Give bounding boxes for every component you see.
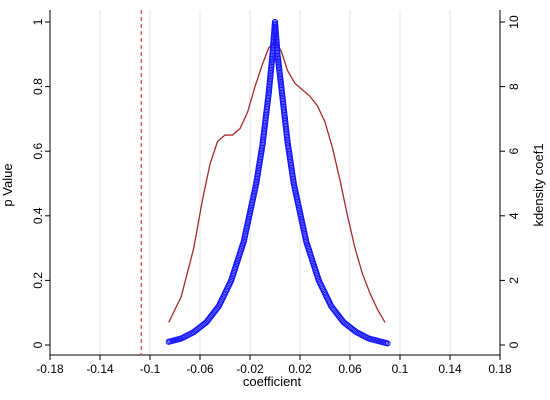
y-right-tick-label: 10 — [507, 15, 521, 29]
x-tick-label: 0.18 — [488, 362, 512, 376]
x-tick-label: -0.18 — [36, 362, 64, 376]
density-series — [168, 40, 386, 323]
x-tick-label: 0.14 — [438, 362, 462, 376]
y-right-tick-label: 6 — [507, 148, 521, 155]
y-axis-left-title: p Value — [0, 163, 15, 206]
axes — [45, 10, 505, 360]
y-left-tick-label: 0.6 — [31, 143, 45, 160]
y-left-tick-label: 0 — [31, 341, 45, 348]
y-left-tick-label: 0.2 — [31, 272, 45, 289]
y-left-tick-label: 0.8 — [31, 78, 45, 95]
y-right-tick-label: 4 — [507, 212, 521, 219]
x-tick-label: -0.1 — [140, 362, 161, 376]
x-tick-label: -0.06 — [186, 362, 214, 376]
scatter-point — [384, 340, 391, 347]
x-tick-label: 0.06 — [338, 362, 362, 376]
tick-labels: -0.18 -0.14 -0.1 -0.06 -0.02 0.02 0.06 0.1 0.14 0… — [31, 15, 521, 376]
x-tick-label: 0.1 — [392, 362, 409, 376]
x-tick-label: 0.02 — [288, 362, 312, 376]
y-left-tick-label: 0.4 — [31, 207, 45, 224]
scatter-series — [165, 18, 391, 347]
y-axis-right-title: kdensity coef1 — [531, 143, 546, 226]
density-line — [168, 40, 386, 323]
x-axis-title: coefficient — [243, 374, 302, 389]
y-right-tick-label: 8 — [507, 83, 521, 90]
x-tick-label: -0.14 — [86, 362, 114, 376]
y-left-tick-label: 1 — [31, 18, 45, 25]
y-right-tick-label: 2 — [507, 277, 521, 284]
x-tick-label: -0.02 — [236, 362, 264, 376]
y-right-tick-label: 0 — [507, 341, 521, 348]
